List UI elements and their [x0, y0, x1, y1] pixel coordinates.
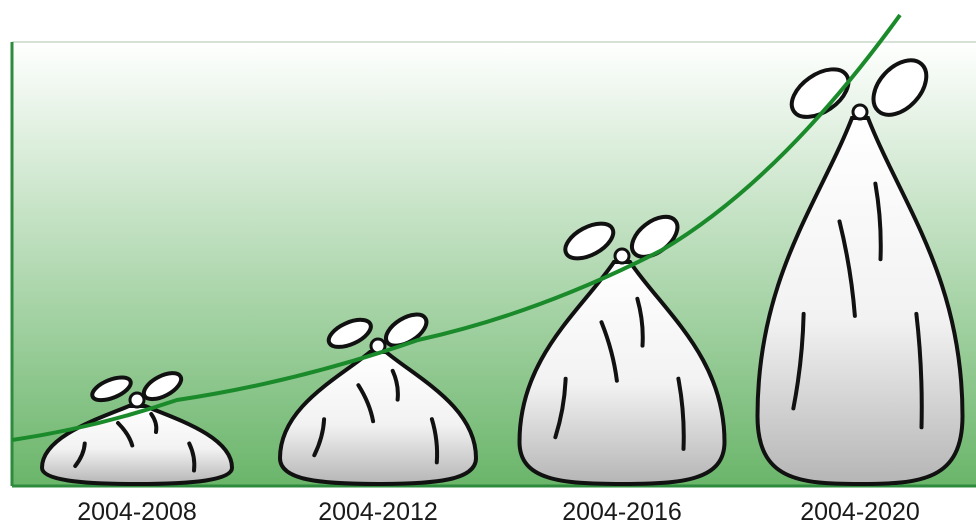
- bag-tie-right: [871, 58, 929, 117]
- garbage-bag-icon: [277, 350, 479, 487]
- bag-tie-left: [789, 67, 851, 119]
- bag-fold-4: [149, 412, 159, 434]
- garbage-bag-icon: [755, 116, 965, 487]
- garbage-bag-icon: [517, 260, 727, 487]
- category-labels-group: 2004-2008 2004-2012 2004-2016 2004-2020: [77, 498, 920, 526]
- bag-fold-1: [791, 311, 806, 411]
- category-label: 2004-2016: [562, 498, 682, 526]
- bag-tie-right: [141, 371, 184, 402]
- category-label: 2004-2020: [800, 498, 920, 526]
- bag-fold-2: [914, 311, 924, 430]
- bag-fold-3: [356, 383, 376, 424]
- bag-fold-3: [837, 219, 857, 318]
- bag-fold-3: [599, 320, 619, 383]
- bag-knot: [851, 103, 869, 121]
- bag-tie-left: [563, 221, 616, 261]
- bag-knot: [128, 391, 146, 409]
- bar-2004-2016: [517, 214, 727, 487]
- bars-group: [39, 58, 965, 487]
- bag-tie-left: [90, 375, 133, 403]
- trend-line: [11, 13, 902, 442]
- bag-fold-2: [676, 376, 686, 451]
- bag-fold-1: [73, 441, 87, 468]
- bar-2004-2020: [755, 58, 965, 487]
- bag-fold-1: [312, 417, 327, 458]
- category-label: 2004-2012: [318, 498, 438, 526]
- bag-knot: [613, 247, 631, 265]
- bag-fold-4: [635, 296, 645, 348]
- bag-fold-3: [116, 421, 135, 448]
- bag-fold-2: [187, 441, 197, 473]
- bag-fold-4: [873, 181, 883, 262]
- bag-fold-2: [429, 417, 440, 465]
- bag-fold-4: [390, 368, 400, 402]
- bag-tie-left: [326, 317, 373, 349]
- bag-fold-1: [553, 376, 568, 440]
- category-label: 2004-2008: [77, 498, 197, 526]
- bar-2004-2012: [277, 312, 479, 487]
